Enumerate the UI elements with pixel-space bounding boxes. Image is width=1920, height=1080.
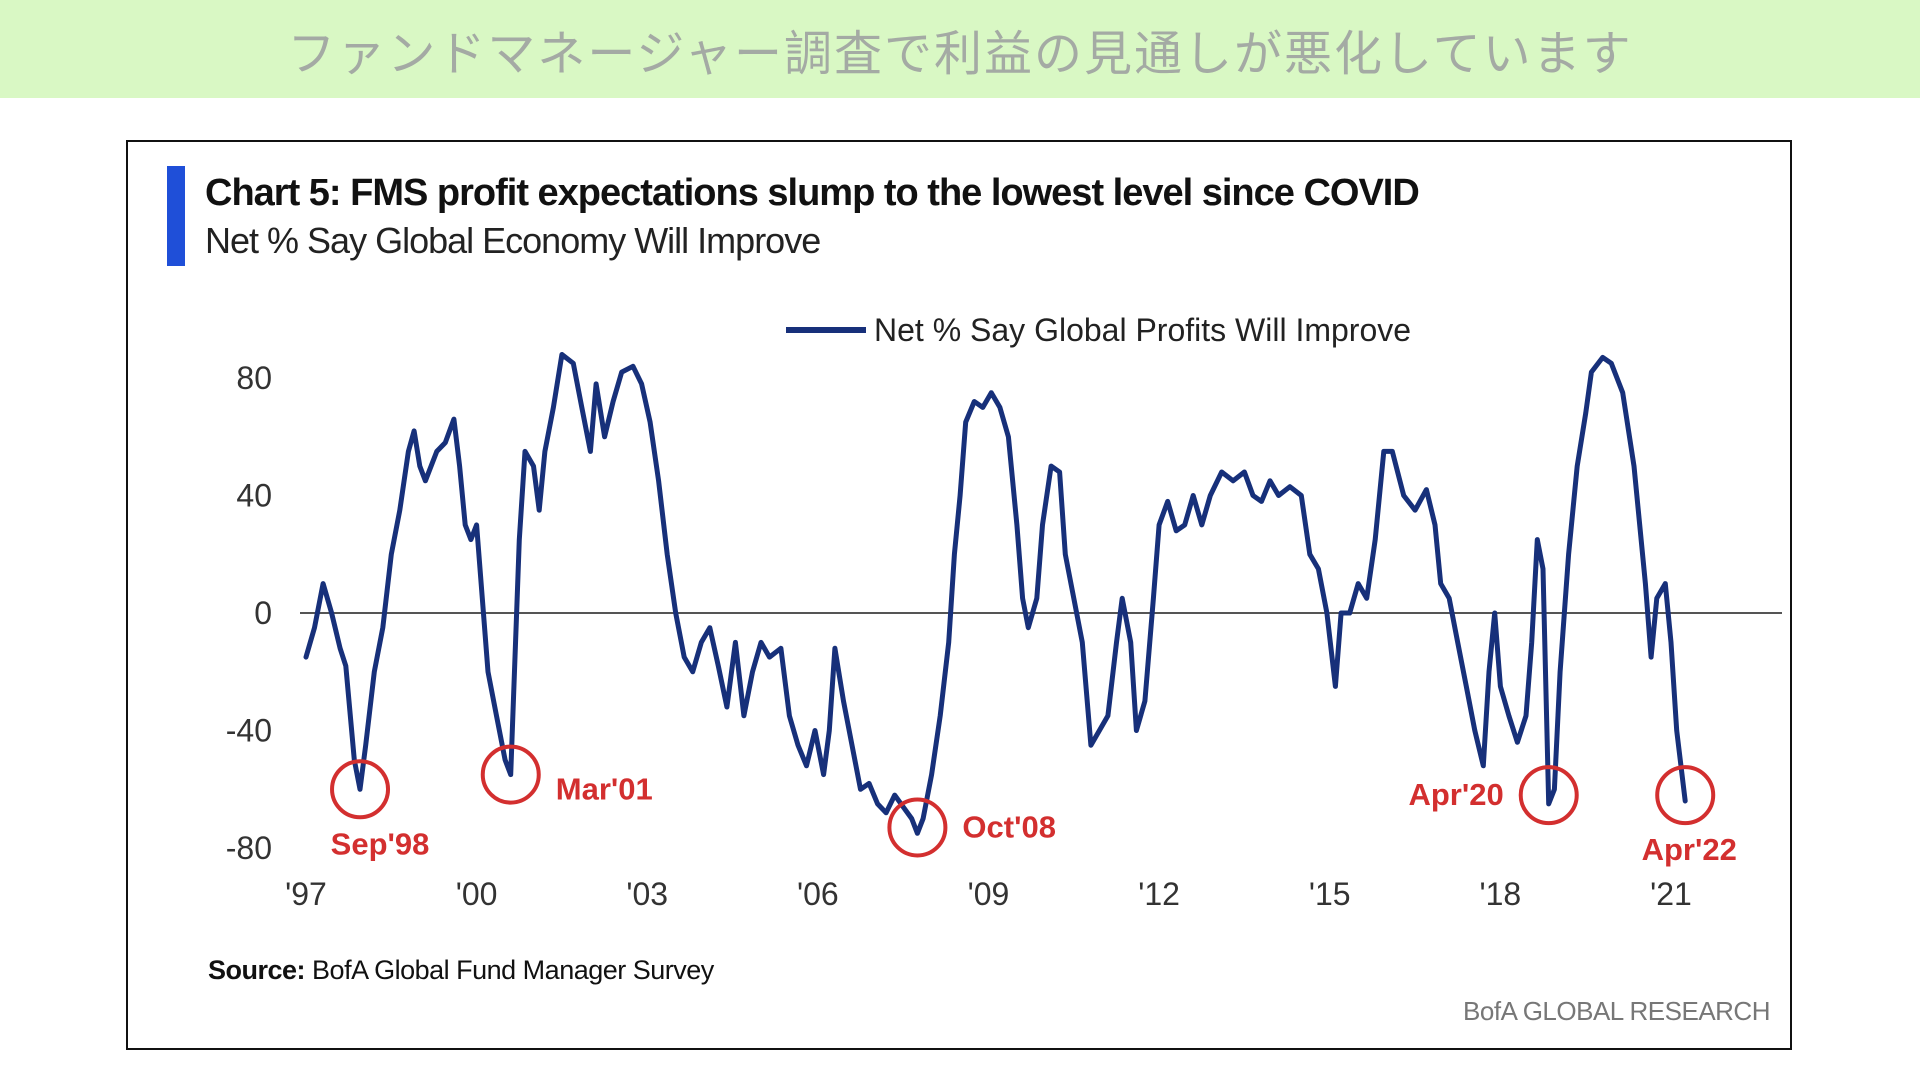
annotation-label: Sep'98 [331,826,430,861]
y-tick-label: 0 [254,595,272,631]
annotation-circle [330,759,391,820]
legend-label: Net % Say Global Profits Will Improve [874,312,1411,348]
source-note: Source: BofA Global Fund Manager Survey [208,955,714,986]
y-axis-ticks: 80 40 0 -40 -80 [226,360,272,866]
chart-subtitle: Net % Say Global Economy Will Improve [205,220,821,261]
title-accent-bar [167,166,185,266]
annotation-circle [1518,765,1579,826]
page-banner: ファンドマネージャー調査で利益の見通しが悪化しています [0,0,1920,98]
x-tick-label: '12 [1138,876,1180,912]
annotation-circle [887,797,948,858]
x-tick-label: '06 [797,876,839,912]
brand-mark: BofA GLOBAL RESEARCH [1463,996,1770,1026]
x-tick-label: '03 [626,876,668,912]
x-tick-label: '97 [285,876,327,912]
annotation-label: Apr'22 [1642,832,1737,867]
x-tick-label: '18 [1480,876,1522,912]
annotation-circle [480,744,541,805]
banner-text: ファンドマネージャー調査で利益の見通しが悪化しています [287,26,1633,82]
series-line [303,352,1688,836]
annotations-group: Sep'98 Mar'01 Oct'08 Apr'20 Apr'22 [330,744,1737,867]
y-tick-label: 40 [236,478,272,514]
x-tick-label: '21 [1650,876,1692,912]
x-axis-ticks: '97 '00 '03 '06 '09 '12 '15 '18 '21 [285,876,1692,912]
annotation-circle [1655,765,1716,826]
source-label: Source: [208,955,306,985]
legend: Net % Say Global Profits Will Improve [786,312,1411,348]
y-tick-label: 80 [236,360,272,396]
source-text: BofA Global Fund Manager Survey [312,955,714,985]
x-tick-label: '15 [1309,876,1351,912]
annotation-label: Mar'01 [556,772,653,807]
chart-title: Chart 5: FMS profit expectations slump t… [205,172,1420,214]
x-tick-label: '00 [456,876,498,912]
chart-frame [126,140,1792,1050]
series-group [303,352,1688,836]
y-tick-label: -80 [226,830,272,866]
annotation-label: Apr'20 [1408,777,1503,812]
x-tick-label: '09 [968,876,1010,912]
annotation-label: Oct'08 [962,809,1056,844]
y-tick-label: -40 [226,713,272,749]
